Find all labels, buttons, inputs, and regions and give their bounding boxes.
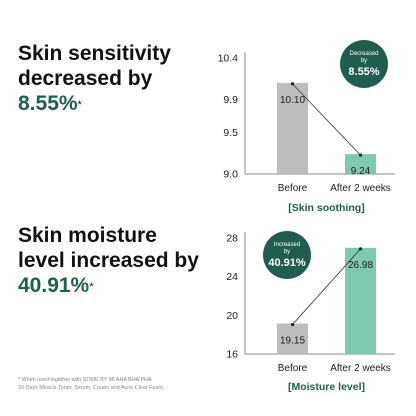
- footnote-mark: *: [89, 281, 94, 293]
- x-tick-label: After 2 weeks: [330, 183, 391, 194]
- headline-value-line: 8.55%*: [18, 91, 218, 116]
- footnote-mark: *: [77, 99, 82, 111]
- y-tick-label: 9.5: [223, 127, 238, 139]
- y-tick-label: 24: [226, 271, 238, 283]
- data-label: 26.98: [348, 260, 373, 271]
- data-point: [290, 322, 295, 327]
- y-tick-label: 9.9: [223, 94, 238, 106]
- headline-line: level increased by: [18, 249, 199, 272]
- chart-title: [Moisture level]: [288, 381, 365, 393]
- headline-value: 8.55%: [18, 92, 78, 115]
- headline-skin-moisture: Skin moisture level increased by 40.91%*: [18, 223, 218, 298]
- data-label: 9.24: [351, 166, 371, 177]
- badge-label: Increased: [274, 242, 300, 248]
- connector-line: [292, 83, 361, 156]
- bar: [345, 154, 376, 174]
- footnote-line: * When used together with SOME BY MI AHA…: [18, 377, 152, 383]
- x-tick-label: Before: [278, 183, 308, 194]
- y-tick-label: 9.0: [223, 169, 238, 181]
- x-tick-label: After 2 weeks: [330, 363, 391, 374]
- badge-circle: [263, 231, 311, 279]
- badge-label: by: [284, 249, 290, 255]
- chart-2: 16 20 24 28 19.15 26.98 Before After 2 weeks [Mo…: [226, 231, 395, 393]
- y-tick-label: 20: [226, 310, 238, 322]
- data-label: 19.15: [280, 336, 305, 347]
- headline-value-line: 40.91%*: [18, 273, 218, 298]
- headline-line: Skin moisture: [18, 224, 157, 247]
- headline-skin-sensitivity: Skin sensitivity decreased by 8.55%*: [18, 41, 218, 116]
- footnote: * When used together with SOME BY MI AHA…: [18, 376, 218, 392]
- y-tick-label: 16: [226, 349, 238, 361]
- data-point: [290, 82, 295, 86]
- bar: [277, 323, 308, 354]
- connector-line: [292, 248, 361, 325]
- badge-value: 40.91%: [268, 257, 306, 269]
- badge-circle: [340, 40, 388, 88]
- data-point: [358, 247, 363, 251]
- chart-1: 9.0 9.5 9.9 10.4 10.10 9.24 Before After 2 week…: [218, 40, 395, 214]
- y-tick-label: 10.4: [218, 53, 239, 65]
- footnote-line: 30 Days Miracle Toner, Serum, Cream and …: [18, 385, 165, 391]
- x-tick-label: Before: [278, 363, 308, 374]
- badge-label: by: [361, 58, 367, 64]
- badge-value: 8.55%: [348, 66, 379, 78]
- badge-label: Decreased: [349, 51, 378, 57]
- data-point: [358, 153, 363, 157]
- headline-value: 40.91%: [18, 274, 90, 297]
- headline-line: Skin sensitivity: [18, 42, 171, 65]
- bar: [345, 247, 376, 354]
- y-tick-label: 28: [226, 233, 238, 245]
- bar: [277, 82, 308, 174]
- headline-line: decreased by: [18, 67, 153, 90]
- data-label: 10.10: [280, 95, 305, 106]
- chart-title: [Skin soothing]: [288, 202, 364, 214]
